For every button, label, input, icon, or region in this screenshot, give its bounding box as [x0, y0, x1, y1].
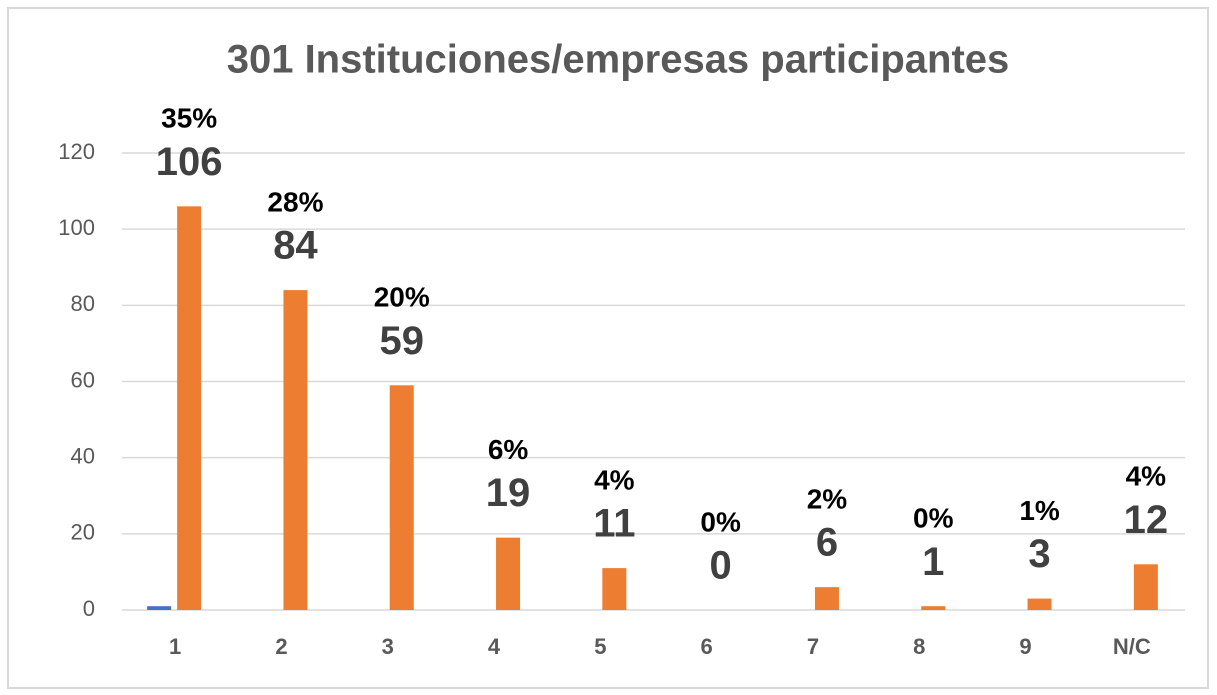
percentage-label: 35% [161, 103, 217, 134]
bar [177, 206, 202, 611]
percentage-label: 28% [267, 186, 323, 217]
bar [147, 606, 172, 610]
x-tick-label: 5 [594, 634, 606, 659]
bar [814, 587, 839, 610]
value-label: 6 [816, 521, 838, 565]
percentage-label: 2% [807, 484, 848, 515]
value-label: 84 [273, 224, 318, 268]
y-tick-label: 40 [71, 443, 95, 468]
value-label: 59 [380, 319, 425, 363]
value-label: 19 [486, 471, 531, 515]
bar [283, 290, 308, 610]
y-tick-label: 20 [71, 520, 95, 545]
percentage-label: 4% [594, 464, 635, 495]
x-tick-label: 1 [169, 634, 181, 659]
x-tick-label: 2 [275, 634, 287, 659]
y-tick-label: 60 [71, 367, 95, 392]
value-label: 3 [1028, 532, 1050, 576]
bar [921, 606, 946, 610]
x-tick-label: 8 [913, 634, 925, 659]
value-label: 1 [922, 540, 944, 584]
bar [602, 568, 627, 610]
percentage-label: 4% [1126, 461, 1167, 492]
percentage-label: 0% [913, 503, 954, 534]
value-label: 106 [156, 140, 223, 184]
value-label: 0 [710, 544, 732, 588]
bar [1133, 564, 1158, 610]
percentage-label: 20% [374, 282, 430, 313]
percentage-label: 0% [700, 506, 741, 537]
x-tick-label: 3 [382, 634, 394, 659]
percentage-label: 1% [1019, 495, 1060, 526]
value-label: 11 [593, 502, 635, 546]
x-tick-label: 6 [701, 634, 713, 659]
y-tick-label: 100 [58, 215, 95, 240]
y-tick-label: 120 [58, 139, 95, 164]
x-tick-label: 4 [488, 634, 501, 659]
x-tick-label: N/C [1113, 634, 1151, 659]
x-tick-label: 7 [807, 634, 819, 659]
value-label: 12 [1124, 498, 1169, 542]
bar [1027, 598, 1052, 610]
bar [389, 385, 414, 610]
chart-title: 301 Instituciones/empresas participantes [227, 38, 1010, 82]
x-tick-label: 9 [1019, 634, 1031, 659]
y-tick-label: 0 [83, 596, 95, 621]
percentage-label: 6% [488, 434, 529, 465]
bar [496, 537, 521, 610]
y-tick-label: 80 [71, 291, 95, 316]
